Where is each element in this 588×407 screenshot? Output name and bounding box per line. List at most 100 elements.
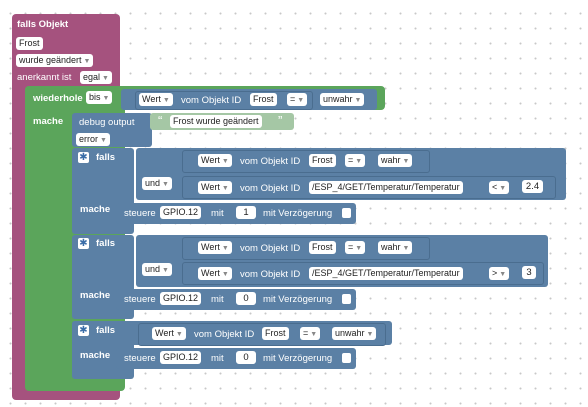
quote-open-icon: “ [158,113,163,128]
event-title: falls Objekt [17,19,69,30]
ack-value: egal [83,72,101,82]
with-label: mit [211,208,224,219]
loop-compare-dropdown[interactable]: unwahr ▼ [320,93,365,106]
number-field[interactable]: 3 [522,266,536,279]
operator-label: = [348,155,354,165]
compare-dropdown[interactable]: unwahr ▼ [332,327,377,340]
action-number-field[interactable]: 1 [236,206,256,219]
delay-checkbox[interactable] [342,208,351,218]
chevron-down-icon: ▼ [162,267,169,274]
chevron-down-icon: ▼ [102,95,110,102]
object-field[interactable]: Frost [262,327,289,340]
and-label: und [145,178,161,188]
operator-label: < [492,182,498,192]
operator-dropdown[interactable]: = ▼ [345,154,366,167]
value-label: Wert [201,155,220,165]
chevron-down-icon: ▼ [499,271,507,278]
action-label: steuere [124,208,156,219]
operator-dropdown[interactable]: < ▼ [489,181,510,194]
do-label: mache [80,204,111,215]
loop-label: wiederhole [33,93,83,104]
debug-label: debug output [79,117,135,128]
delay-checkbox[interactable] [342,294,351,304]
action-object-field[interactable]: GPIO.12 [160,292,202,305]
loop-object-field[interactable]: Frost [250,93,277,106]
value-label: Wert [142,94,161,104]
operator-label: > [492,268,498,278]
and-dropdown[interactable]: und ▼ [142,263,172,276]
if-label: falls [96,152,116,163]
if-label: falls [96,325,116,336]
and-label: und [145,264,161,274]
operator-label: = [303,328,309,338]
with-label: mit [211,353,224,364]
loop-mode: bis [89,92,101,102]
from-object-label: vom Objekt ID [240,269,301,280]
loop-mode-dropdown[interactable]: bis ▼ [86,91,113,104]
compare-dropdown[interactable]: wahr ▼ [378,154,413,167]
debug-text-field[interactable]: Frost wurde geändert [170,115,262,128]
ack-dropdown[interactable]: egal ▼ [80,71,112,84]
cond1-block[interactable] [182,150,430,173]
loop-do-label: mache [33,116,64,127]
chevron-down-icon: ▼ [162,97,170,104]
operator-label: = [348,242,354,252]
do-label: mache [80,350,111,361]
do-label: mache [80,290,111,301]
value-dropdown[interactable]: Wert ▼ [152,327,186,340]
delay-checkbox[interactable] [342,353,351,363]
chevron-down-icon: ▼ [402,158,410,165]
gear-icon[interactable]: ✱ [78,238,89,249]
and-dropdown[interactable]: und ▼ [142,177,172,190]
compare-label: unwahr [323,94,353,104]
compare-dropdown[interactable]: wahr ▼ [378,241,413,254]
action-number-field[interactable]: 0 [236,351,256,364]
chevron-down-icon: ▼ [499,185,507,192]
gear-icon[interactable]: ✱ [78,325,89,336]
from-object-label: vom Objekt ID [181,95,242,106]
action-number-field[interactable]: 0 [236,292,256,305]
with-label: mit [211,294,224,305]
value-dropdown[interactable]: Wert ▼ [198,154,232,167]
from-object-label: vom Objekt ID [240,156,301,167]
cond1-block[interactable] [182,237,430,260]
chevron-down-icon: ▼ [402,245,410,252]
delay-label: mit Verzögerung [263,294,333,305]
value-dropdown[interactable]: Wert ▼ [198,241,232,254]
chevron-down-icon: ▼ [355,245,363,252]
operator-dropdown[interactable]: = ▼ [300,327,321,340]
from-object-label: vom Objekt ID [240,243,301,254]
chevron-down-icon: ▼ [100,137,107,144]
value-label: Wert [201,242,220,252]
from-object-label: vom Objekt ID [194,329,255,340]
action-object-field[interactable]: GPIO.12 [160,206,202,219]
compare-label: wahr [381,155,401,165]
chevron-down-icon: ▼ [297,97,305,104]
action-object-field[interactable]: GPIO.12 [160,351,202,364]
action-label: steuere [124,294,156,305]
debug-level-dropdown[interactable]: error ▼ [76,133,110,146]
number-field[interactable]: 2.4 [522,180,543,193]
operator-dropdown[interactable]: > ▼ [489,267,510,280]
value-dropdown[interactable]: Wert ▼ [198,181,232,194]
from-object-label: vom Objekt ID [240,183,301,194]
loop-operator-dropdown[interactable]: = ▼ [287,93,308,106]
debug-level: error [79,134,99,144]
object-field[interactable]: Frost [309,154,336,167]
chevron-down-icon: ▼ [354,97,362,104]
value-label: Wert [201,268,220,278]
event-object-field[interactable]: Frost [16,37,43,50]
gear-icon[interactable]: ✱ [78,152,89,163]
if-label: falls [96,238,116,249]
value-dropdown[interactable]: Wert ▼ [198,267,232,280]
operator-dropdown[interactable]: = ▼ [345,241,366,254]
chevron-down-icon: ▼ [221,185,229,192]
object-field[interactable]: /ESP_4/GET/Temperatur/Temperatur [309,267,463,280]
ack-label: anerkannt ist [17,72,72,83]
event-trigger-dropdown[interactable]: wurde geändert ▼ [16,54,94,67]
chevron-down-icon: ▼ [221,158,229,165]
object-field[interactable]: /ESP_4/GET/Temperatur/Temperatur [309,181,463,194]
object-field[interactable]: Frost [309,241,336,254]
loop-value-dropdown[interactable]: Wert ▼ [139,93,173,106]
chevron-down-icon: ▼ [355,158,363,165]
